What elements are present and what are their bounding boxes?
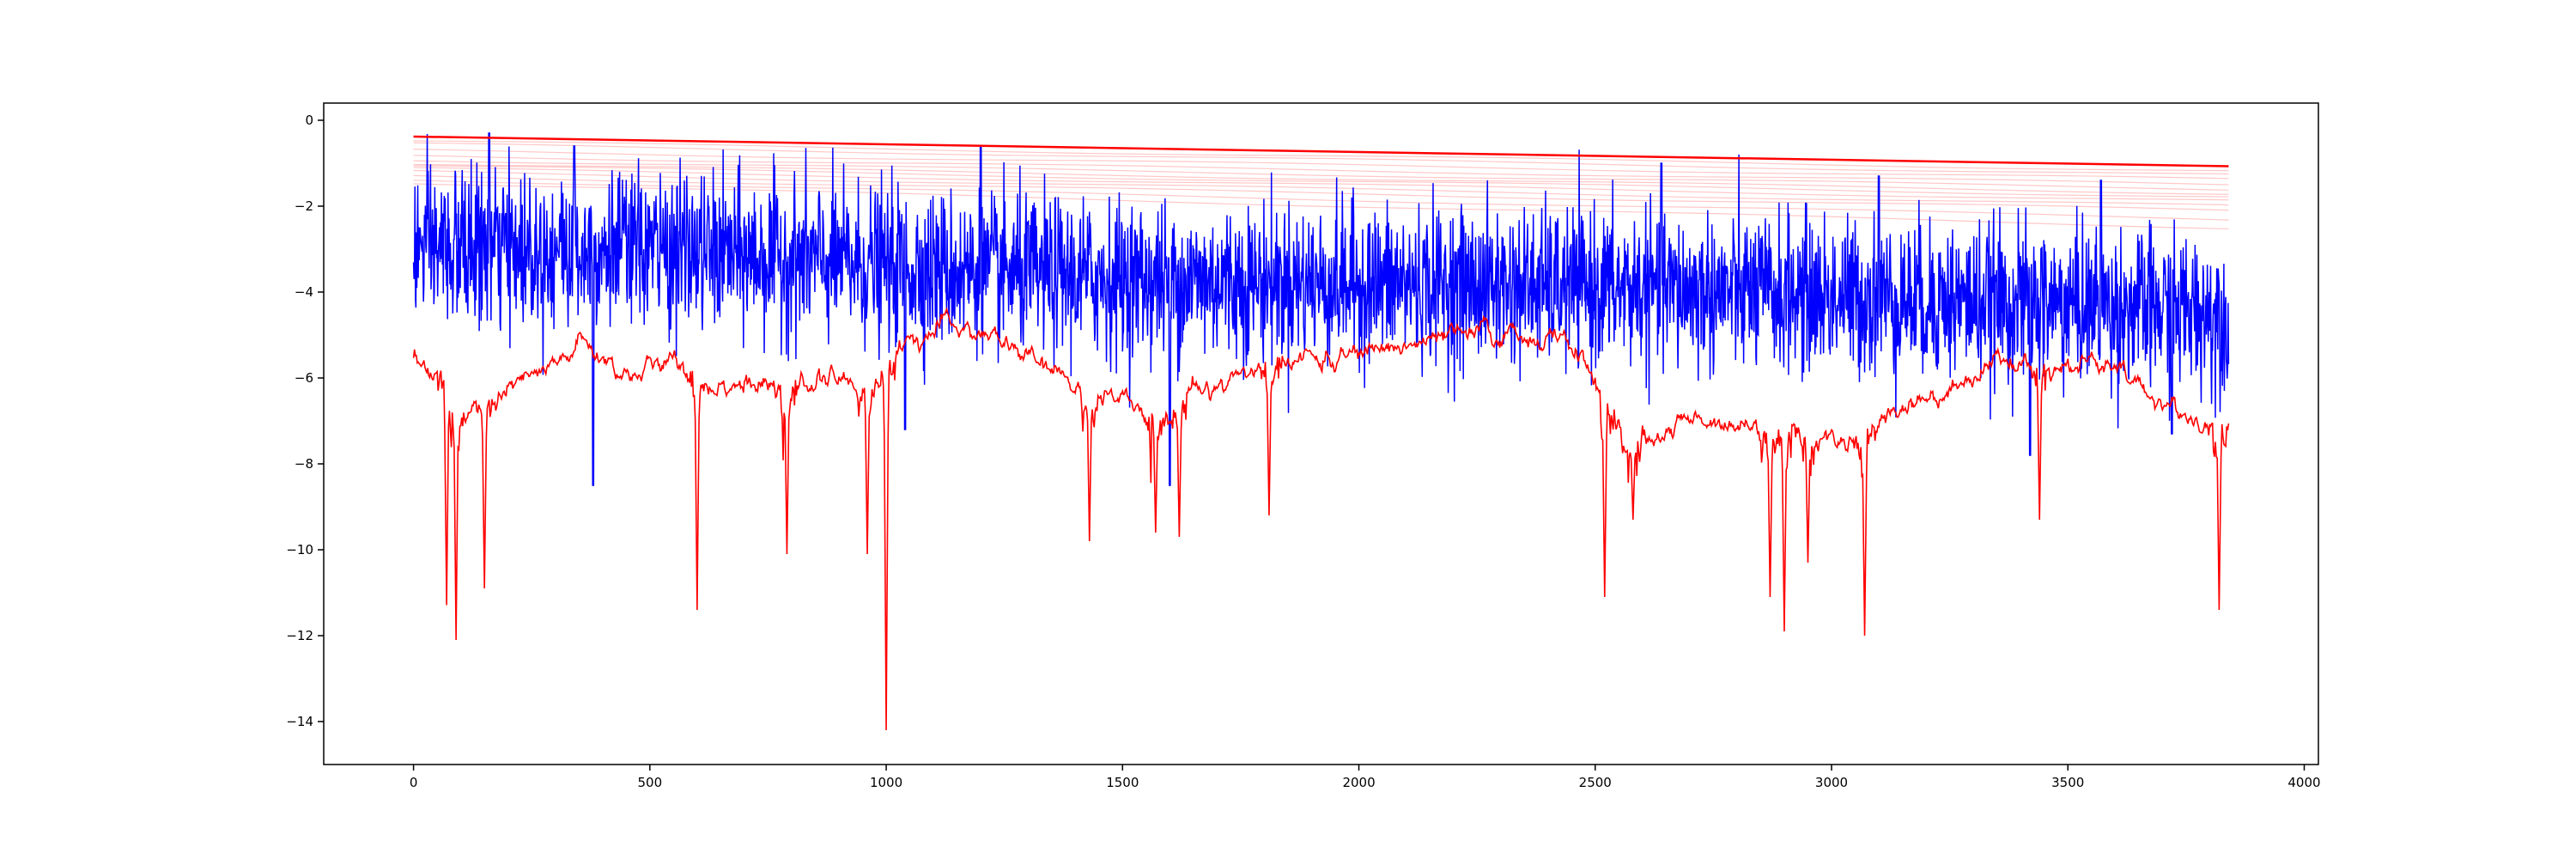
y-tick-label: −6 [295, 370, 313, 386]
faint-threshold-line [413, 140, 2229, 172]
y-tick-label: 0 [305, 113, 313, 128]
bold-threshold-line [413, 135, 2229, 168]
plot-area: 0 500 1000 1500 2000 2500 3000 3500 4000 0 −2 −4 −6… [286, 102, 2321, 790]
x-tick-label: 2000 [1342, 775, 1375, 790]
x-tick-label: 4000 [2287, 775, 2320, 790]
faint-threshold-line [413, 142, 2229, 175]
y-tick-label: −14 [286, 714, 313, 729]
y-tick-label: −10 [286, 542, 313, 557]
series-layer [412, 132, 2230, 731]
blue-signal-line [412, 132, 2230, 486]
faint-threshold-line [413, 183, 2229, 230]
y-tick-label: −8 [295, 456, 313, 472]
y-tick-label: −4 [295, 284, 313, 300]
axes-frame [323, 102, 2319, 765]
x-tick-label: 3500 [2051, 775, 2084, 790]
y-axis: 0 −2 −4 −6 −8 −10 −12 −14 [286, 113, 324, 729]
faint-threshold-line [413, 163, 2229, 195]
faint-threshold-line [413, 155, 2229, 186]
red-envelope-line [412, 307, 2230, 731]
x-tick-label: 2500 [1579, 775, 1612, 790]
faint-threshold-line [413, 180, 2229, 221]
x-tick-label: 1000 [870, 775, 902, 790]
faint-threshold-line [413, 165, 2229, 198]
faint-threshold-line [413, 174, 2229, 211]
y-tick-label: −12 [286, 628, 313, 643]
x-tick-label: 3000 [1815, 775, 1848, 790]
faint-threshold-line [413, 169, 2229, 206]
x-tick-label: 0 [410, 775, 418, 790]
y-tick-label: −2 [295, 198, 313, 214]
faint-threshold-line [413, 149, 2229, 180]
x-axis: 0 500 1000 1500 2000 2500 3000 3500 4000 [410, 765, 2321, 790]
x-tick-label: 1500 [1106, 775, 1139, 790]
x-tick-label: 500 [638, 775, 663, 790]
faint-threshold-line [413, 160, 2229, 191]
faint-threshold-line [413, 167, 2229, 201]
